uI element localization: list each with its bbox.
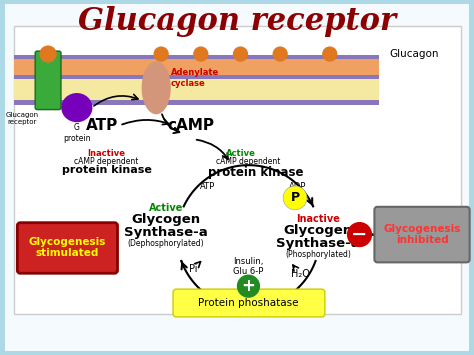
Text: Active: Active — [226, 149, 255, 158]
Text: Glucagon: Glucagon — [389, 49, 439, 59]
Text: Glycogen: Glycogen — [283, 224, 353, 237]
Text: Glucagon
receptor: Glucagon receptor — [6, 111, 39, 125]
Bar — [14, 78, 379, 101]
Bar — [14, 75, 379, 79]
Circle shape — [194, 47, 208, 61]
Text: protein kinase: protein kinase — [62, 165, 152, 175]
Circle shape — [273, 47, 287, 61]
Circle shape — [347, 223, 372, 246]
Text: ATP: ATP — [85, 118, 118, 133]
Bar — [14, 100, 379, 105]
Text: protein kinase: protein kinase — [208, 165, 303, 179]
Text: −: − — [351, 225, 368, 244]
Text: (Dephosphorylated): (Dephosphorylated) — [128, 239, 204, 248]
FancyBboxPatch shape — [18, 223, 118, 273]
Text: Adenylate
cyclase: Adenylate cyclase — [171, 68, 219, 88]
Text: Glycogenesis
stimulated: Glycogenesis stimulated — [28, 237, 106, 258]
Circle shape — [237, 275, 259, 297]
Text: cAMP: cAMP — [167, 118, 214, 133]
Text: Glucagon receptor: Glucagon receptor — [79, 6, 397, 37]
Ellipse shape — [62, 94, 92, 121]
Text: cAMP dependent: cAMP dependent — [74, 157, 139, 166]
Bar — [14, 58, 379, 78]
FancyBboxPatch shape — [374, 207, 470, 262]
Bar — [14, 55, 379, 59]
FancyBboxPatch shape — [14, 26, 461, 314]
Text: Synthase-a: Synthase-a — [124, 226, 208, 239]
FancyBboxPatch shape — [35, 51, 61, 110]
Text: H₂O: H₂O — [291, 269, 310, 279]
Text: +: + — [242, 277, 255, 295]
Text: Insulin,
Glu 6-P: Insulin, Glu 6-P — [233, 257, 264, 276]
Text: ADP: ADP — [289, 182, 307, 191]
Text: Protein phoshatase: Protein phoshatase — [198, 298, 299, 308]
Text: P: P — [291, 191, 300, 204]
FancyBboxPatch shape — [173, 289, 325, 317]
Circle shape — [323, 47, 337, 61]
Circle shape — [154, 47, 168, 61]
Text: Inactive: Inactive — [88, 149, 126, 158]
Text: Glycogenesis
inhibited: Glycogenesis inhibited — [383, 224, 461, 245]
Text: Active: Active — [149, 203, 183, 213]
Text: G
protein: G protein — [63, 124, 91, 143]
Ellipse shape — [142, 62, 170, 114]
Circle shape — [40, 46, 56, 62]
Circle shape — [234, 47, 247, 61]
Text: Pi: Pi — [189, 264, 197, 274]
Text: cAMP dependent: cAMP dependent — [216, 157, 281, 166]
Text: Inactive: Inactive — [296, 214, 340, 224]
Text: ATP: ATP — [200, 182, 215, 191]
Text: (Phosphorylated): (Phosphorylated) — [285, 250, 351, 259]
Text: Glycogen: Glycogen — [132, 213, 201, 226]
Text: Synthase-a: Synthase-a — [276, 237, 360, 250]
Circle shape — [283, 186, 307, 210]
